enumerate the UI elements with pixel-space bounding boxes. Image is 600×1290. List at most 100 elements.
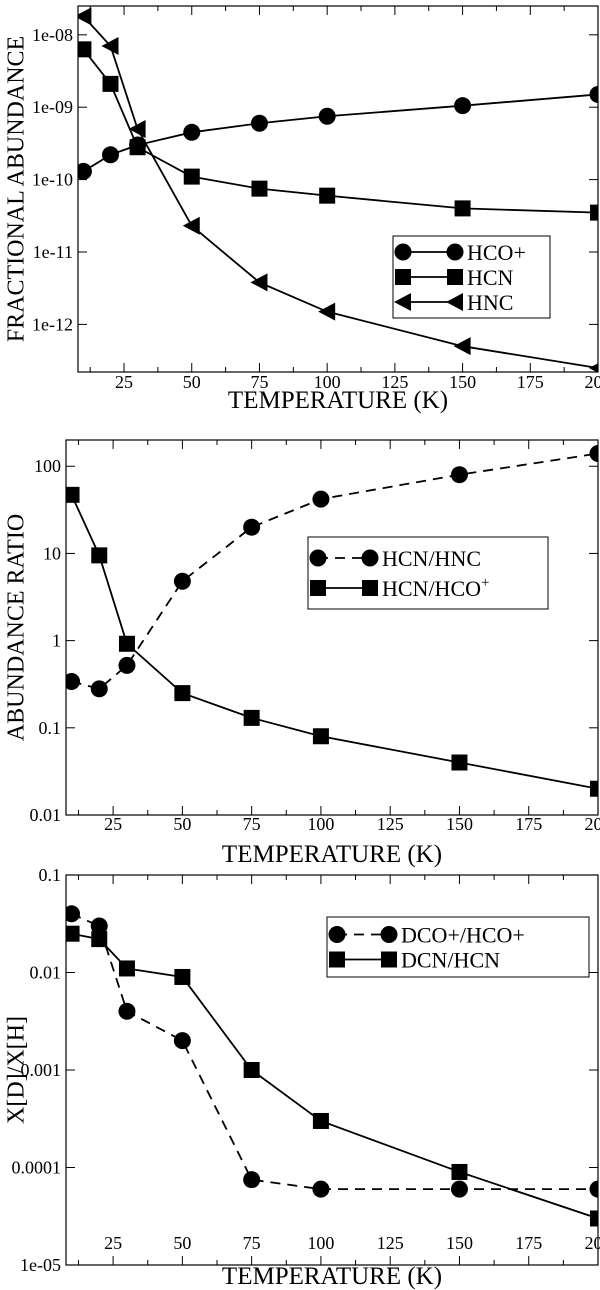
x-tick-label: 125 — [381, 372, 408, 392]
data-point — [90, 917, 108, 935]
plot-frame — [65, 439, 599, 816]
data-point — [454, 97, 472, 115]
legend-label: DCN/HCN — [401, 948, 500, 973]
data-point — [90, 680, 108, 698]
data-point — [451, 1163, 468, 1180]
x-tick-label: 50 — [173, 1233, 191, 1253]
panel-1: 25 50 75 100 125 150 175 200 1e-08 1e-09 1e-10 1e-1… — [4, 5, 600, 414]
data-point — [454, 200, 471, 217]
legend-box — [307, 536, 549, 610]
x-tick-label: 175 — [517, 372, 544, 392]
data-point — [318, 302, 336, 321]
data-point — [118, 635, 135, 652]
x-tick-label: 50 — [183, 372, 201, 392]
legend-marker — [395, 269, 411, 285]
data-point — [102, 75, 119, 92]
x-tick-label: 150 — [449, 372, 476, 392]
data-point — [174, 968, 191, 985]
data-point — [319, 187, 336, 204]
y-tick-label: 1 — [52, 631, 61, 651]
data-point — [243, 1171, 261, 1189]
panel-2: 25 50 75 100 125 150 175 200 100 10 1 0.1 0.01 TEMPER… — [4, 439, 600, 868]
data-point — [78, 7, 92, 26]
data-point — [589, 1180, 598, 1198]
legend-label: HNC — [467, 290, 513, 315]
panel-3: 25 50 75 100 125 150 175 200 0.1 0.01 0.001 0.0001 1… — [4, 865, 600, 1290]
y-tick-label: 1e-09 — [32, 97, 73, 117]
data-point — [118, 656, 136, 674]
data-point — [66, 905, 81, 923]
data-point — [91, 547, 108, 564]
y-axis-label: X[D]/X[H] — [4, 1016, 30, 1124]
y-tick-label: 10 — [43, 543, 61, 563]
series-3 — [78, 7, 598, 372]
data-point — [129, 139, 146, 156]
x-tick-label: 200 — [585, 372, 600, 392]
data-point — [590, 204, 598, 221]
x-tick-label: 150 — [446, 814, 473, 834]
x-tick-label: 75 — [243, 1233, 261, 1253]
data-point — [318, 107, 336, 125]
series-line — [71, 912, 598, 1191]
x-tick-label: 75 — [250, 372, 268, 392]
x-tick-label: 25 — [104, 1233, 122, 1253]
legend-marker — [394, 293, 411, 311]
data-point — [243, 709, 260, 726]
data-point — [66, 672, 81, 690]
series-line — [70, 494, 598, 790]
legend-marker — [309, 549, 327, 567]
legend-label: HCN/HNC — [382, 546, 481, 571]
y-tick-label: 0.1 — [39, 865, 62, 885]
data-point — [250, 273, 268, 292]
data-point — [243, 1062, 260, 1078]
legend-label: HCN/HCO+ — [382, 575, 489, 601]
y-tick-label: 1e-10 — [32, 170, 73, 190]
data-point — [91, 931, 108, 948]
plot-frame — [77, 5, 599, 373]
data-point — [128, 119, 146, 138]
x-tick-label: 200 — [585, 814, 600, 834]
legend-marker — [328, 926, 346, 943]
data-point — [173, 572, 191, 590]
y-tick-label: 1e-12 — [32, 314, 73, 334]
data-point — [450, 1180, 468, 1198]
legend-marker — [394, 243, 412, 261]
data-point — [251, 180, 268, 197]
legend-marker — [446, 293, 463, 311]
series-2 — [66, 486, 598, 797]
x-tick-label: 125 — [377, 1233, 404, 1253]
data-point — [174, 685, 191, 702]
data-point — [590, 780, 598, 797]
data-point — [312, 1180, 330, 1198]
x-tick-label: 25 — [104, 814, 122, 834]
data-point — [589, 85, 598, 103]
data-point — [450, 466, 468, 484]
data-point — [183, 168, 200, 185]
x-tick-label: 50 — [173, 814, 191, 834]
data-point — [243, 518, 261, 536]
data-point — [118, 960, 135, 977]
x-tick-label: 150 — [446, 1233, 473, 1253]
data-point — [250, 114, 268, 132]
data-point — [312, 728, 329, 745]
legend-marker — [362, 580, 378, 596]
y-tick-label: 0.0001 — [12, 1158, 62, 1178]
x-axis-label: TEMPERATURE (K) — [228, 387, 448, 414]
data-point — [589, 445, 598, 463]
legend-marker — [381, 951, 397, 968]
x-tick-label: 175 — [515, 814, 542, 834]
x-tick-label: 100 — [314, 372, 341, 392]
y-tick-label: 1e-05 — [20, 1255, 61, 1275]
series-2 — [66, 925, 598, 1227]
data-point — [66, 925, 80, 942]
legend-marker — [446, 243, 464, 261]
series-1 — [66, 905, 598, 1198]
y-tick-label: 0.01 — [30, 963, 62, 983]
x-axis-label: TEMPERATURE (K) — [222, 841, 442, 868]
x-axis-label: TEMPERATURE (K) — [222, 1263, 442, 1290]
x-tick-label: 25 — [115, 372, 133, 392]
data-point — [78, 41, 92, 58]
data-point — [182, 216, 200, 235]
